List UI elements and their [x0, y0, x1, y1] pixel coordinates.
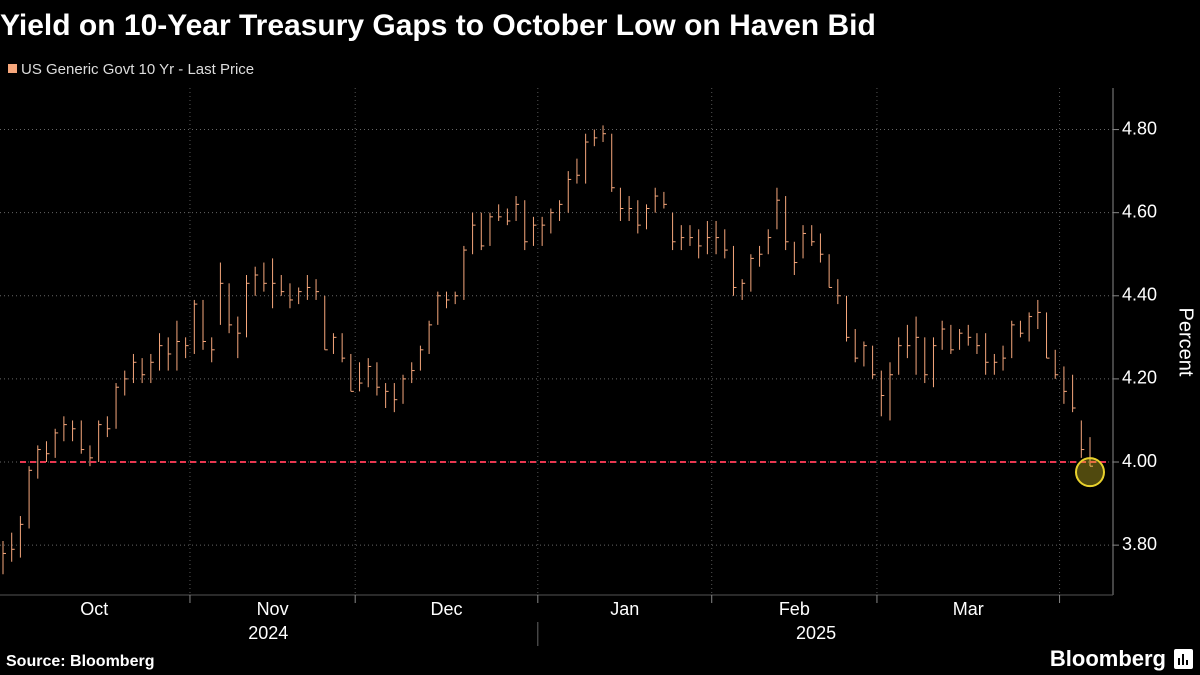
- highlight-circle: [1075, 457, 1105, 488]
- x-tick-label: Oct: [80, 599, 108, 619]
- y-tick-label: 4.60: [1122, 201, 1157, 221]
- year-label: 2025: [796, 623, 836, 643]
- source: Source: Bloomberg: [6, 653, 154, 670]
- x-tick-label: Dec: [430, 599, 462, 619]
- y-tick-label: 4.20: [1122, 368, 1157, 388]
- y-tick-label: 3.80: [1122, 534, 1157, 554]
- brand-icon: [1174, 649, 1193, 669]
- x-tick-label: Jan: [610, 599, 639, 619]
- y-axis-label: Percent: [1175, 308, 1197, 377]
- y-tick-label: 4.40: [1122, 285, 1157, 305]
- chart-title: Yield on 10-Year Treasury Gaps to Octobe…: [0, 9, 876, 42]
- x-tick-label: Feb: [779, 599, 810, 619]
- y-tick-label: 4.80: [1122, 118, 1157, 138]
- brand: Bloomberg: [1050, 646, 1166, 671]
- legend-swatch: [8, 64, 17, 73]
- x-tick-label: Nov: [257, 599, 289, 619]
- y-tick-label: 4.00: [1122, 451, 1157, 471]
- x-tick-label: Mar: [953, 599, 984, 619]
- year-label: 2024: [248, 623, 288, 643]
- legend-label: US Generic Govt 10 Yr - Last Price: [21, 61, 254, 78]
